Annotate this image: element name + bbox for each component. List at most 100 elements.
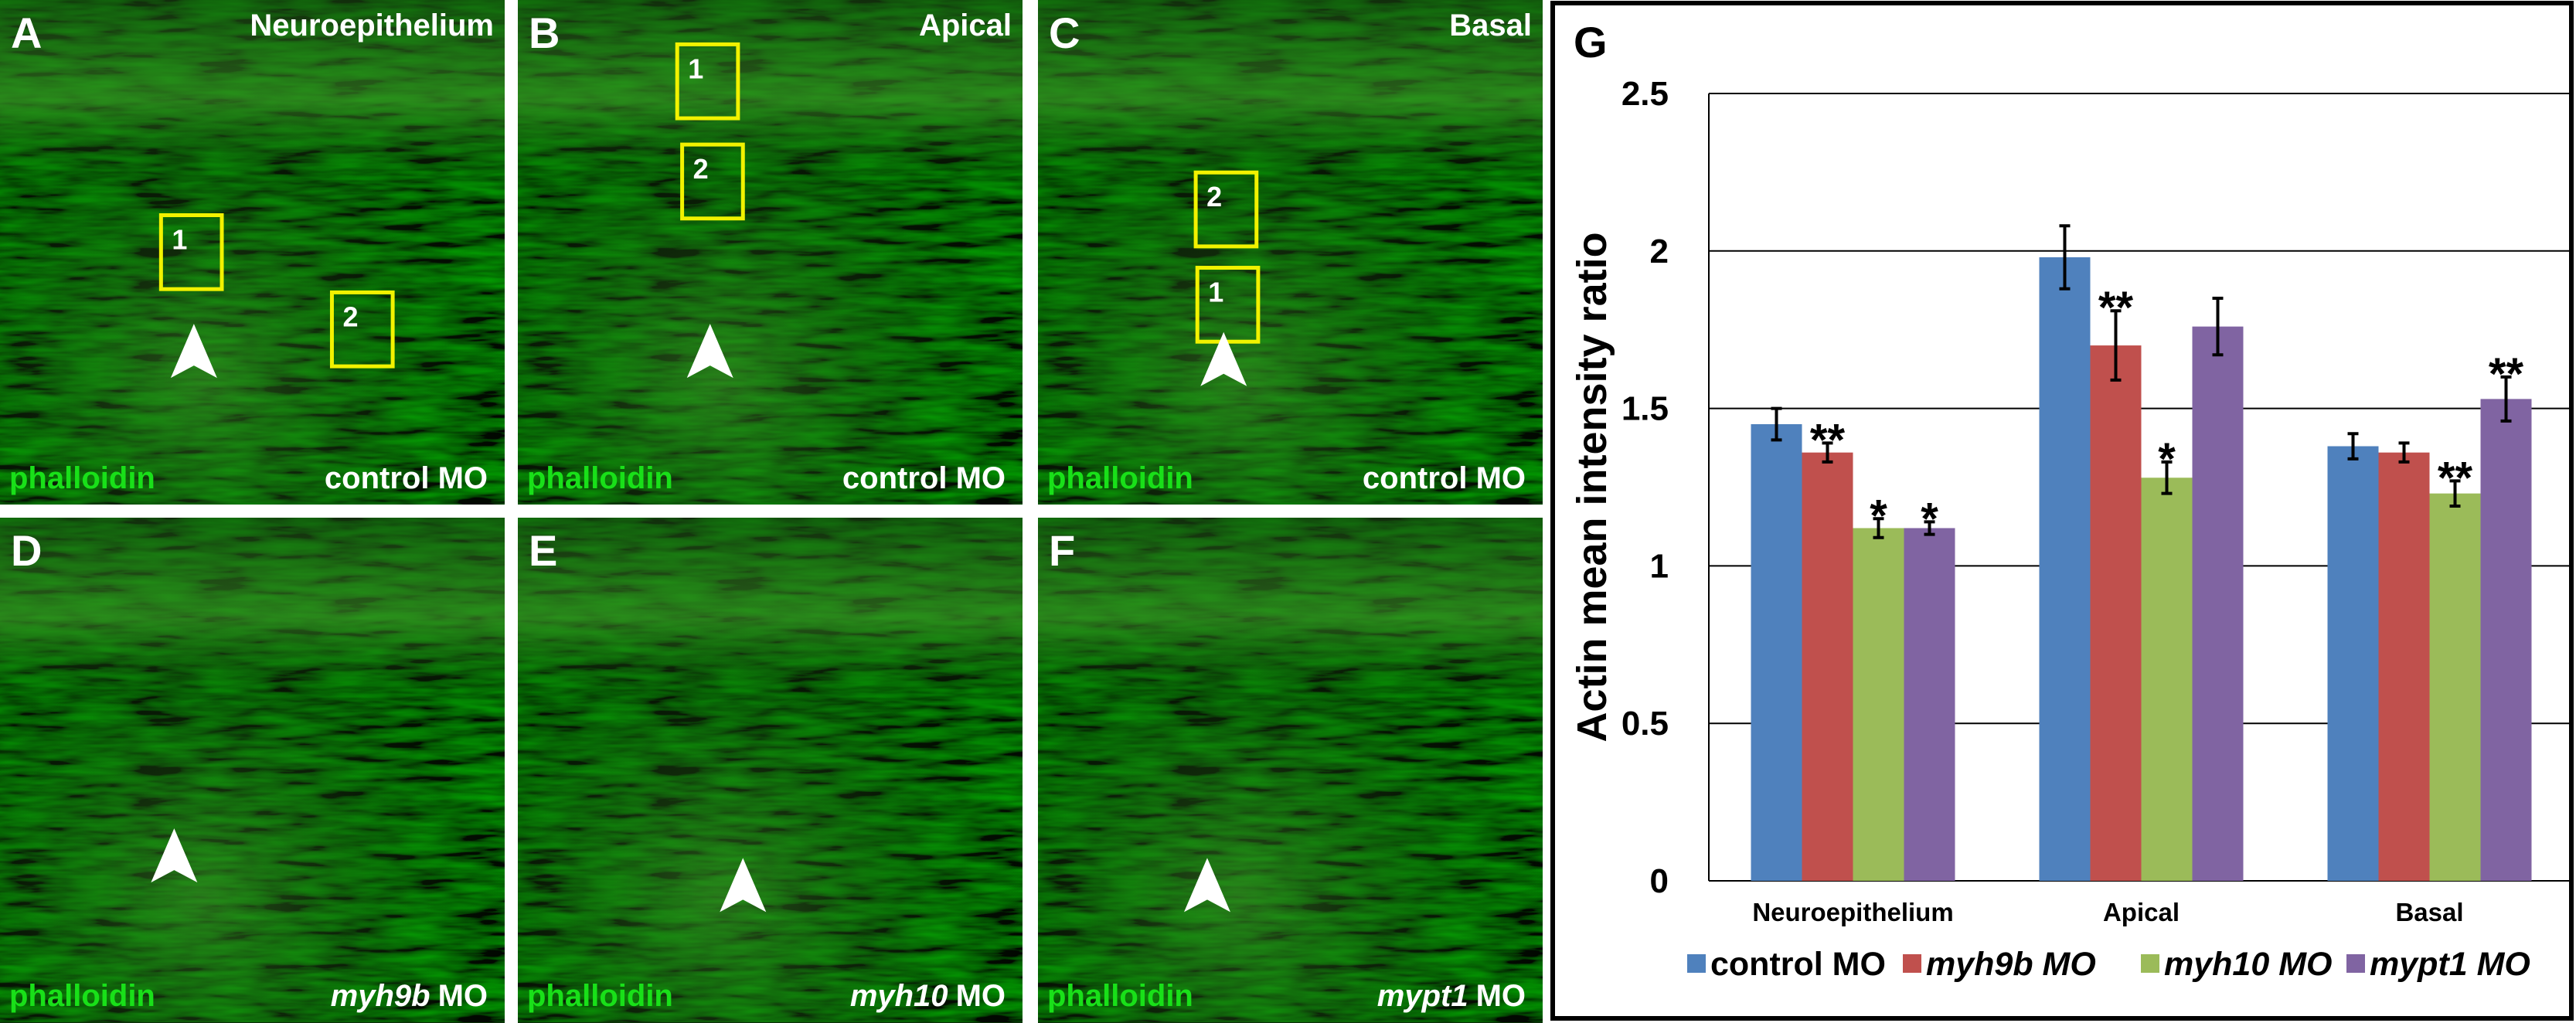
region-box-label: 2 <box>1206 181 1222 212</box>
condition-part: MO <box>438 979 488 1013</box>
condition-label: control MO <box>325 461 488 495</box>
micrograph-glow <box>518 518 1023 1022</box>
y-tick-label: 2.5 <box>1621 75 1669 113</box>
region-box <box>680 142 745 221</box>
condition-label: mypt1 MO <box>1377 979 1526 1013</box>
bar <box>2480 399 2532 881</box>
region-box <box>329 290 395 369</box>
x-tick-label: Basal <box>2395 898 2463 926</box>
y-axis-label: Actin mean intensity ratio <box>1569 232 1615 742</box>
micrograph-glow <box>518 0 1023 505</box>
legend-label: mypt1 MO <box>2370 946 2530 983</box>
condition-part: myh10 <box>850 979 948 1013</box>
panel-letter: F <box>1049 526 1075 575</box>
x-tick-label: Apical <box>2103 898 2180 926</box>
stain-label: phalloidin <box>1047 461 1193 495</box>
x-tick-label: Neuroepithelium <box>1752 898 1953 926</box>
error-bar <box>1873 517 1884 539</box>
error-bar <box>2059 224 2071 291</box>
region-box <box>158 213 224 291</box>
arrowhead <box>720 858 767 913</box>
panel-letter: D <box>11 526 42 575</box>
error-bar <box>2161 460 2173 495</box>
micrograph-glow <box>1038 518 1543 1022</box>
stain-label: phalloidin <box>527 461 673 495</box>
bar <box>2141 478 2193 881</box>
bar <box>2378 452 2430 881</box>
error-bar <box>2500 375 2512 423</box>
bar <box>1751 423 1802 881</box>
error-bar <box>2110 309 2122 382</box>
error-bar <box>2347 432 2359 461</box>
region-box <box>675 42 740 121</box>
significance-marker: * <box>1921 494 1938 544</box>
error-bar <box>2212 296 2224 357</box>
legend-swatch <box>1903 954 1921 973</box>
significance-marker: ** <box>2098 283 2134 333</box>
arrowhead <box>1200 331 1247 386</box>
region-label: Neuroepithelium <box>250 8 494 42</box>
error-bar <box>1924 520 1935 536</box>
significance-marker: ** <box>2438 453 2473 503</box>
significance-marker: * <box>2158 434 2176 484</box>
region-box-label: 1 <box>688 53 703 84</box>
micrograph-glow <box>0 0 505 505</box>
panel-letter: C <box>1049 8 1080 57</box>
micrograph-glow <box>0 518 505 1022</box>
region-box <box>1193 170 1259 249</box>
panel-letter: A <box>11 8 42 57</box>
micrograph-panel: B Apical phalloidin control MO 1 2 <box>518 0 1023 505</box>
condition-label: control MO <box>842 461 1006 495</box>
arrowhead <box>686 324 733 379</box>
region-box-label: 2 <box>342 301 358 332</box>
stain-label: phalloidin <box>9 461 155 495</box>
micrograph-panel: C Basal phalloidin control MO 2 1 <box>1038 0 1543 505</box>
micrograph-glow <box>1038 0 1543 505</box>
error-bar <box>1822 441 1833 464</box>
bar <box>2327 446 2379 881</box>
condition-part: MO <box>956 979 1006 1013</box>
legend-label: control MO <box>1710 946 1886 983</box>
legend-label: myh10 MO <box>2164 946 2332 983</box>
panel-letter: B <box>529 8 560 57</box>
condition-part: mypt1 <box>1377 979 1468 1013</box>
arrowhead <box>170 324 217 379</box>
condition-part: control MO <box>325 461 488 495</box>
significance-marker: ** <box>1810 415 1846 465</box>
y-tick-label: 2 <box>1650 233 1669 270</box>
legend-swatch <box>2141 954 2159 973</box>
legend-swatch <box>1687 954 1706 973</box>
bar <box>2192 326 2244 881</box>
bar <box>1904 528 1955 881</box>
bar <box>2039 257 2091 881</box>
stain-label: phalloidin <box>1047 979 1193 1013</box>
region-label: Basal <box>1449 8 1532 42</box>
condition-label: myh9b MO <box>331 979 488 1013</box>
error-bar <box>2449 479 2461 508</box>
legend-label: myh9b MO <box>1926 946 2096 983</box>
region-box-label: 1 <box>172 224 187 256</box>
error-bar <box>1771 406 1782 442</box>
y-tick-label: 1.5 <box>1621 390 1669 428</box>
arrowhead <box>151 828 198 883</box>
panel-letter: E <box>529 526 557 575</box>
y-tick-label: 0 <box>1650 862 1669 900</box>
stain-label: phalloidin <box>527 979 673 1013</box>
y-tick-label: 1 <box>1650 547 1669 585</box>
significance-marker: ** <box>2489 349 2524 399</box>
condition-part: MO <box>1476 979 1526 1013</box>
panel-letter: G <box>1574 18 1608 66</box>
micrograph-panel: A Neuroepithelium phalloidin control MO 1 2 <box>0 0 505 505</box>
region-label: Apical <box>919 8 1012 42</box>
significance-marker: * <box>1870 491 1887 541</box>
bar <box>1802 452 1853 881</box>
condition-label: myh10 MO <box>850 979 1006 1013</box>
y-tick-label: 0.5 <box>1621 705 1669 743</box>
condition-part: myh9b <box>331 979 430 1013</box>
error-bar <box>2398 441 2410 464</box>
condition-part: control MO <box>1363 461 1526 495</box>
